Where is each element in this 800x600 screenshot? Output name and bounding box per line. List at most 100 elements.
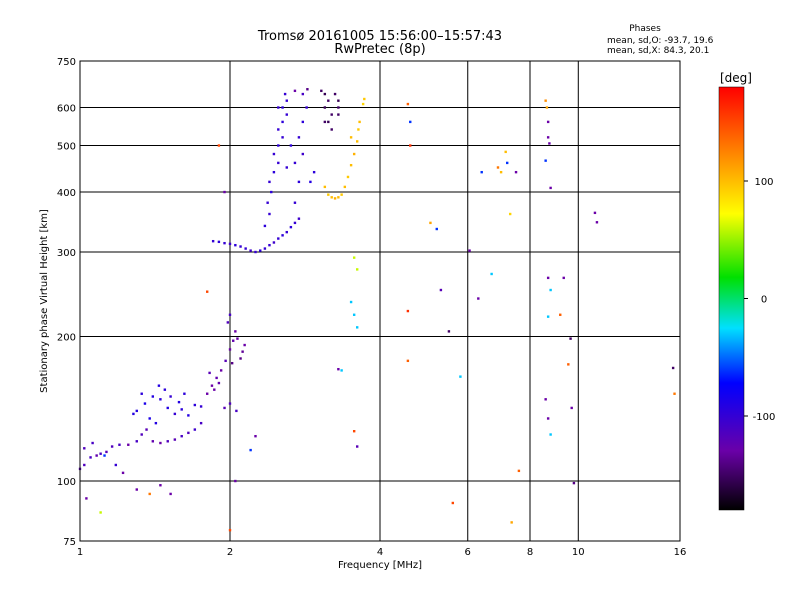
data-point (173, 438, 177, 441)
data-point (254, 434, 257, 438)
data-point (132, 412, 135, 416)
x-axis-label: Frequency [MHz] (338, 560, 422, 571)
data-point (193, 428, 197, 431)
data-point (333, 197, 337, 200)
data-point (270, 190, 273, 194)
colorbar-tick-label: 100 (754, 177, 773, 188)
data-point (480, 170, 483, 174)
data-point (293, 161, 297, 165)
data-point (228, 348, 232, 351)
data-point (349, 300, 353, 304)
data-point (355, 268, 359, 271)
data-point (549, 433, 552, 436)
data-point (114, 463, 118, 467)
data-point (349, 136, 353, 139)
data-point (549, 186, 552, 190)
data-point (234, 479, 237, 483)
data-point (297, 180, 301, 184)
data-point (409, 120, 412, 124)
data-point (429, 221, 432, 225)
data-point (159, 398, 162, 401)
y-tick-label: 600 (57, 104, 76, 115)
data-point (259, 249, 262, 252)
data-point (546, 136, 550, 139)
data-point (357, 128, 360, 131)
data-point (223, 241, 226, 245)
data-point (340, 193, 343, 196)
data-point (293, 221, 297, 225)
data-point (223, 406, 226, 410)
data-point (277, 144, 280, 147)
data-point (254, 250, 257, 254)
data-point (361, 102, 365, 106)
data-point (121, 471, 125, 475)
data-point (330, 128, 333, 131)
data-point (205, 290, 209, 293)
data-point (285, 99, 288, 102)
data-point (297, 136, 301, 139)
data-point (673, 392, 676, 395)
data-point (243, 343, 246, 347)
data-point (406, 102, 410, 106)
data-point (289, 144, 293, 147)
data-point (228, 402, 232, 405)
data-point (301, 92, 305, 96)
data-point (346, 175, 350, 179)
data-point (199, 405, 203, 408)
data-point (548, 142, 551, 145)
data-point (297, 217, 301, 220)
x-tick-label: 2 (227, 547, 233, 558)
data-point (151, 395, 155, 398)
data-point (223, 190, 226, 194)
x-tick-label: 1 (77, 547, 83, 558)
data-point (409, 144, 412, 147)
data-point (301, 120, 305, 124)
data-point (355, 326, 359, 329)
data-point (323, 106, 327, 109)
data-point (154, 421, 158, 425)
data-point (99, 511, 102, 514)
data-point (266, 201, 269, 204)
data-point (562, 276, 565, 280)
data-point (169, 395, 172, 398)
data-point (283, 92, 287, 96)
data-point (406, 309, 410, 313)
data-point (281, 234, 284, 237)
data-point (343, 185, 347, 189)
data-point (166, 406, 169, 410)
data-point (593, 211, 597, 215)
data-point (228, 242, 232, 246)
data-point (244, 247, 247, 250)
data-point (340, 369, 343, 372)
data-point (236, 337, 239, 340)
data-point (105, 450, 108, 454)
data-point (228, 528, 232, 532)
data-point (352, 256, 356, 259)
x-tick-label: 4 (377, 547, 383, 558)
data-point (546, 276, 550, 280)
phases-mean-o: mean, sd,O: -93.7, 19.6 (607, 36, 714, 46)
data-point (224, 359, 227, 363)
data-point (352, 430, 356, 433)
data-point (187, 431, 190, 435)
data-point (205, 392, 209, 395)
data-point (337, 113, 340, 116)
data-point (103, 454, 106, 457)
data-point (234, 243, 237, 247)
data-point (226, 321, 230, 324)
data-point (228, 313, 232, 316)
data-points (78, 88, 676, 532)
data-point (159, 484, 162, 487)
data-point (352, 152, 356, 156)
data-point (215, 376, 218, 380)
data-point (135, 488, 138, 491)
data-point (83, 447, 86, 450)
phases-mean-x: mean, sd,X: 84.3, 20.1 (607, 46, 709, 56)
data-point (355, 140, 359, 143)
data-point (544, 398, 547, 401)
phases-heading: Phases (629, 24, 661, 34)
data-point (263, 247, 267, 250)
data-point (569, 337, 572, 340)
y-tick-label: 500 (57, 142, 76, 153)
data-point (337, 106, 340, 109)
